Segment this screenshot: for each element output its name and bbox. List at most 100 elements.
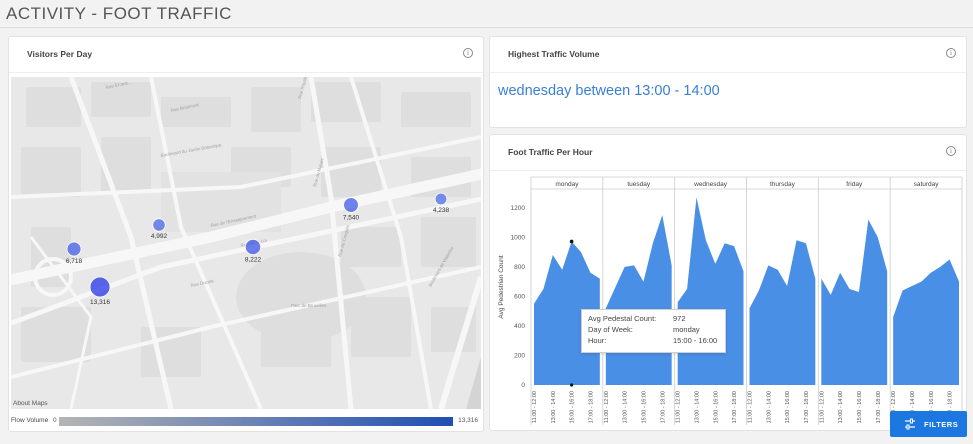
- info-icon[interactable]: i: [463, 48, 473, 58]
- x-tick-label: 11:00 - 12:00: [676, 391, 682, 423]
- map-road: [11, 196, 481, 326]
- map-block: [341, 227, 401, 267]
- map-block: [421, 217, 476, 267]
- map-road: [149, 77, 263, 409]
- map-street-label: Rue Ernest...: [105, 80, 132, 90]
- day-header-label: wednesday: [693, 181, 728, 188]
- x-tick-label: 11:00 - 12:00: [748, 391, 754, 423]
- highlight-point: [569, 239, 574, 244]
- map-street-label: Rue Brialmont: [170, 102, 200, 113]
- x-tick-label: 13:00 - 14:00: [694, 391, 700, 423]
- x-tick-label: 13:00 - 14:00: [766, 391, 772, 423]
- map-block: [21, 147, 81, 197]
- map-block: [401, 92, 471, 127]
- flow-volume-max: 13,316: [458, 417, 478, 424]
- title-divider: [0, 27, 973, 28]
- map-block: [251, 87, 301, 132]
- card-title: Highest Traffic Volume: [508, 49, 600, 59]
- map-road: [349, 77, 433, 409]
- x-tick-label: 15:00 - 16:00: [857, 391, 863, 423]
- map-view[interactable]: Rue Ernest... Rue Brialmont Rue Royale Boul…: [11, 77, 481, 409]
- visitor-marker[interactable]: [89, 276, 111, 298]
- visitor-marker[interactable]: [152, 218, 166, 232]
- card-title: Foot Traffic Per Hour: [508, 147, 593, 157]
- map-road: [11, 265, 481, 379]
- map-block: [91, 82, 151, 117]
- x-tick-label: 15:00 - 16:00: [929, 391, 935, 423]
- visitors-per-day-card: Visitors Per Day i Rue Ernest... Rue Bria…: [8, 36, 484, 432]
- card-header: Highest Traffic Volume i: [490, 37, 966, 73]
- x-tick-label: 13:00 - 14:00: [551, 391, 557, 423]
- flow-volume-label: Flow Volume: [11, 417, 49, 424]
- info-icon[interactable]: i: [946, 146, 956, 156]
- map-road: [29, 236, 93, 409]
- tooltip-value: 15:00 - 16:00: [673, 336, 718, 345]
- x-tick-label: 17:00 - 18:00: [804, 391, 810, 423]
- filters-button-label: FILTERS: [924, 420, 959, 429]
- visitor-marker-label: 8,222: [245, 257, 262, 264]
- x-tick-label: 17:00 - 18:00: [588, 391, 594, 423]
- filters-button[interactable]: FILTERS: [890, 411, 967, 437]
- y-tick-label: 800: [514, 264, 525, 271]
- x-tick-label: 15:00 - 16:00: [570, 391, 576, 423]
- x-tick-label: 11:00 - 12:00: [819, 391, 825, 423]
- area-series-friday[interactable]: [821, 219, 888, 385]
- visitor-marker-label: 13,316: [90, 299, 110, 306]
- map-road: [11, 168, 481, 286]
- x-tick-label: 13:00 - 14:00: [838, 391, 844, 423]
- visitor-marker[interactable]: [343, 197, 359, 213]
- x-tick-label: 17:00 - 18:00: [948, 391, 954, 423]
- info-icon[interactable]: i: [946, 48, 956, 58]
- area-series-wednesday[interactable]: [677, 197, 744, 385]
- x-tick-label: 11:00 - 12:00: [891, 391, 897, 423]
- highest-traffic-value: wednesday between 13:00 - 14:00: [498, 83, 720, 99]
- map-roundabout: [33, 257, 73, 297]
- x-tick-label: 17:00 - 18:00: [660, 391, 666, 423]
- day-header-label: saturday: [914, 181, 940, 188]
- visitor-marker[interactable]: [244, 238, 262, 256]
- visitor-marker[interactable]: [66, 241, 82, 257]
- visitor-marker-label: 7,540: [343, 214, 360, 221]
- foot-traffic-chart[interactable]: Avg Pedestrian Count 0 200 400 600 800 1000 120…: [490, 171, 966, 430]
- map-road: [68, 77, 174, 409]
- highlight-point-base: [570, 383, 574, 387]
- card-title: Visitors Per Day: [27, 49, 93, 59]
- y-tick-label: 400: [514, 323, 525, 330]
- chart-tooltip: Avg Pedestal Count: 972 Day of Week: monda…: [581, 309, 726, 353]
- map-block: [311, 82, 381, 122]
- map-road: [11, 135, 481, 199]
- x-tick-label: 15:00 - 16:00: [641, 391, 647, 423]
- map-block: [101, 137, 151, 192]
- map-block: [26, 87, 81, 127]
- area-series-tuesday[interactable]: [605, 215, 672, 385]
- map-block: [141, 327, 201, 377]
- y-tick-label: 1000: [511, 234, 526, 241]
- map-block: [161, 97, 231, 127]
- map-park: [236, 252, 366, 342]
- map-street-label: Rue Ducale: [190, 278, 215, 288]
- x-tick-label: 15:00 - 16:00: [785, 391, 791, 423]
- visitor-marker-label: 4,238: [433, 207, 450, 214]
- page-title: ACTIVITY - FOOT TRAFFIC: [6, 4, 232, 23]
- x-tick-label: 15:00 - 16:00: [713, 391, 719, 423]
- x-tick-label: 11:00 - 12:00: [604, 391, 610, 423]
- visitor-marker[interactable]: [434, 192, 448, 206]
- map-water: [466, 357, 481, 409]
- x-tick-label: 17:00 - 18:00: [876, 391, 882, 423]
- sliders-icon: [905, 418, 915, 430]
- map-road: [308, 77, 354, 409]
- map-street-label: Rue Royale: [297, 77, 308, 99]
- day-header-label: thursday: [770, 181, 796, 188]
- y-tick-label: 600: [514, 293, 525, 300]
- tooltip-key: Day of Week:: [588, 325, 633, 334]
- map-block: [21, 307, 91, 362]
- map-street-label: Parc de Bruxelles: [291, 303, 327, 308]
- map-block: [351, 297, 411, 357]
- about-maps-link[interactable]: About Maps: [13, 400, 48, 407]
- x-tick-label: 13:00 - 14:00: [623, 391, 629, 423]
- area-series-thursday[interactable]: [749, 240, 816, 385]
- day-header-label: monday: [555, 181, 579, 188]
- area-series-saturday[interactable]: [893, 259, 959, 385]
